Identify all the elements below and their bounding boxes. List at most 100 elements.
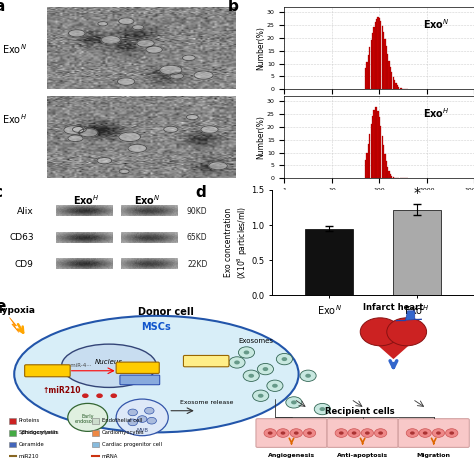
Bar [371, 40, 372, 89]
FancyBboxPatch shape [116, 362, 159, 373]
Text: ↑miR210: ↑miR210 [42, 386, 81, 395]
Bar [371, 124, 372, 178]
Circle shape [360, 318, 400, 346]
Circle shape [194, 71, 213, 79]
Circle shape [116, 399, 168, 436]
Circle shape [118, 78, 135, 85]
Circle shape [248, 374, 254, 378]
Bar [401, 88, 402, 89]
Bar [366, 152, 368, 178]
Y-axis label: Exo concentration
(X10$^8$ particles/ml): Exo concentration (X10$^8$ particles/ml) [224, 206, 250, 280]
Circle shape [291, 401, 297, 404]
Text: Nucleus: Nucleus [95, 359, 123, 365]
X-axis label: Size(d.nm): Size(d.nm) [358, 194, 400, 204]
Bar [386, 161, 387, 178]
Circle shape [286, 397, 302, 408]
Bar [376, 18, 377, 89]
Bar [9, 430, 16, 436]
Text: 65KD: 65KD [187, 233, 208, 242]
Circle shape [449, 431, 454, 435]
Circle shape [352, 431, 356, 435]
Circle shape [201, 126, 218, 133]
Circle shape [170, 73, 184, 79]
Text: c: c [0, 185, 2, 200]
Circle shape [147, 417, 156, 424]
Text: b: b [228, 0, 238, 14]
Text: ···miR-4···: ···miR-4··· [65, 363, 91, 368]
Circle shape [64, 126, 84, 134]
Text: SMPD3: SMPD3 [125, 365, 150, 370]
Bar [387, 167, 388, 178]
Text: Alix: Alix [17, 207, 34, 216]
Bar [383, 32, 384, 89]
Bar [380, 126, 382, 178]
Text: Infarct heart: Infarct heart [363, 303, 424, 312]
Circle shape [276, 354, 292, 365]
Circle shape [258, 394, 264, 398]
Circle shape [314, 403, 330, 415]
Polygon shape [9, 318, 19, 333]
Circle shape [79, 129, 98, 137]
FancyBboxPatch shape [120, 375, 160, 385]
Circle shape [137, 39, 154, 47]
Bar [368, 144, 369, 178]
Circle shape [146, 46, 163, 53]
Bar [305, 229, 353, 295]
Circle shape [82, 393, 89, 398]
Bar [372, 116, 373, 178]
Circle shape [98, 22, 108, 26]
Text: a: a [0, 0, 5, 14]
Bar [398, 87, 400, 89]
Text: Angiogenesis: Angiogenesis [268, 453, 315, 458]
Text: Exo$^H$: Exo$^H$ [73, 193, 100, 207]
Text: Sphingomyelin: Sphingomyelin [18, 430, 58, 435]
Bar [9, 418, 16, 424]
Circle shape [118, 18, 134, 24]
Circle shape [436, 431, 441, 435]
Circle shape [253, 390, 269, 401]
Circle shape [365, 431, 370, 435]
Text: Recipient cells: Recipient cells [326, 407, 395, 416]
Circle shape [268, 431, 273, 435]
Text: MVB: MVB [136, 428, 148, 433]
FancyBboxPatch shape [25, 365, 70, 377]
Circle shape [272, 384, 278, 388]
Bar [389, 171, 390, 178]
Circle shape [238, 347, 255, 358]
Bar [92, 430, 99, 436]
Bar [383, 145, 384, 178]
Bar [92, 442, 99, 447]
Circle shape [406, 429, 419, 438]
Text: d: d [195, 185, 206, 200]
Text: Endocytosis: Endocytosis [21, 430, 59, 435]
Bar [379, 18, 380, 89]
Text: Exo$^N$: Exo$^N$ [134, 193, 160, 207]
Text: Endothelial cell: Endothelial cell [101, 418, 142, 424]
Circle shape [294, 431, 299, 435]
Ellipse shape [62, 344, 156, 387]
Circle shape [73, 127, 86, 132]
Text: Cardiac progenitor cell: Cardiac progenitor cell [101, 442, 162, 447]
Y-axis label: Number(%): Number(%) [256, 26, 265, 70]
Circle shape [160, 65, 182, 75]
Bar [393, 210, 441, 295]
Circle shape [361, 429, 374, 438]
Text: Exosome release: Exosome release [180, 400, 233, 405]
Text: *: * [413, 187, 420, 201]
Circle shape [378, 431, 383, 435]
Text: GW4869: GW4869 [190, 358, 223, 364]
Text: Exo$^H$: Exo$^H$ [423, 106, 449, 120]
FancyBboxPatch shape [183, 356, 229, 367]
Bar [389, 61, 390, 89]
FancyBboxPatch shape [256, 419, 327, 447]
Text: Ceramide: Ceramide [18, 442, 45, 447]
Bar [395, 83, 397, 89]
Text: CD9: CD9 [15, 259, 34, 269]
Bar [390, 174, 391, 178]
Circle shape [234, 361, 240, 364]
Text: HIF-1α: HIF-1α [35, 368, 60, 374]
Bar [384, 39, 385, 89]
Text: 22KD: 22KD [187, 259, 208, 269]
Bar [382, 136, 383, 178]
Circle shape [68, 135, 83, 142]
